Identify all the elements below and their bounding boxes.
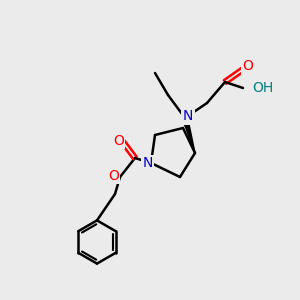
Text: O: O xyxy=(243,59,254,74)
Text: O: O xyxy=(113,134,124,148)
Polygon shape xyxy=(182,117,195,153)
Text: O: O xyxy=(108,169,119,182)
Text: N: N xyxy=(183,110,193,124)
Text: N: N xyxy=(142,156,153,170)
Text: OH: OH xyxy=(253,81,274,95)
